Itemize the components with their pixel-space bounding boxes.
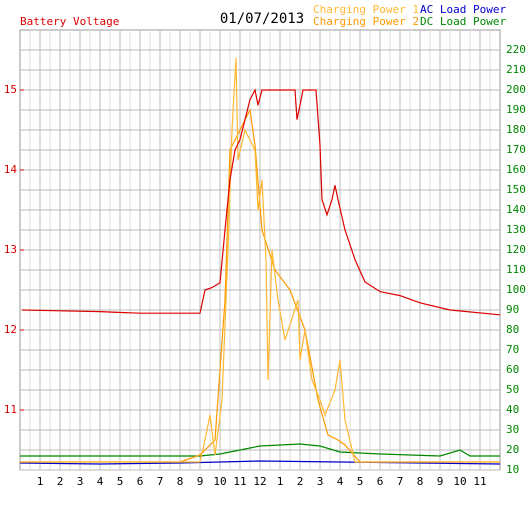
x-tick-label: 11 bbox=[473, 475, 486, 488]
y2-tick-label: 60 bbox=[506, 363, 519, 376]
y2-tick-label: 70 bbox=[506, 343, 519, 356]
x-tick-label: 4 bbox=[97, 475, 104, 488]
x-tick-label: 3 bbox=[77, 475, 84, 488]
x-tick-label: 9 bbox=[437, 475, 444, 488]
x-tick-label: 1 bbox=[37, 475, 44, 488]
y2-tick-label: 120 bbox=[506, 243, 526, 256]
x-tick-label: 3 bbox=[317, 475, 324, 488]
chart-title: Battery Voltage bbox=[20, 15, 119, 28]
y2-tick-label: 220 bbox=[506, 43, 526, 56]
y2-tick-label: 200 bbox=[506, 83, 526, 96]
x-tick-label: 7 bbox=[157, 475, 164, 488]
x-tick-label: 2 bbox=[297, 475, 304, 488]
legend-entry: DC Load Power bbox=[420, 15, 506, 28]
chart-date: 01/07/2013 bbox=[220, 11, 304, 27]
series-line bbox=[19, 460, 501, 465]
y2-tick-label: 170 bbox=[506, 143, 526, 156]
x-tick-label: 5 bbox=[117, 475, 124, 488]
legend-entry: Charging Power 1 bbox=[313, 3, 419, 16]
series-line bbox=[20, 443, 500, 457]
y2-tick-label: 150 bbox=[506, 183, 526, 196]
y2-tick-label: 20 bbox=[506, 443, 519, 456]
y2-tick-label: 40 bbox=[506, 403, 519, 416]
y-tick-label: 13 bbox=[4, 243, 17, 256]
y2-tick-label: 130 bbox=[506, 223, 526, 236]
x-tick-label: 12 bbox=[253, 475, 266, 488]
y2-tick-label: 180 bbox=[506, 123, 526, 136]
x-tick-label: 9 bbox=[197, 475, 204, 488]
x-tick-label: 8 bbox=[177, 475, 184, 488]
x-tick-label: 8 bbox=[417, 475, 424, 488]
series-line bbox=[20, 57, 500, 463]
y2-tick-label: 90 bbox=[506, 303, 519, 316]
x-tick-label: 6 bbox=[137, 475, 144, 488]
series-line bbox=[20, 108, 500, 463]
y2-tick-label: 110 bbox=[506, 263, 526, 276]
x-tick-label: 10 bbox=[213, 475, 226, 488]
y2-tick-label: 30 bbox=[506, 423, 519, 436]
legend-entry: Charging Power 2 bbox=[313, 15, 419, 28]
x-tick-label: 7 bbox=[397, 475, 404, 488]
x-tick-label: 4 bbox=[337, 475, 344, 488]
y2-tick-label: 80 bbox=[506, 323, 519, 336]
y-tick-label: 11 bbox=[4, 403, 17, 416]
y2-tick-label: 100 bbox=[506, 283, 526, 296]
series-line bbox=[21, 88, 501, 316]
x-tick-label: 5 bbox=[357, 475, 364, 488]
x-tick-label: 6 bbox=[377, 475, 384, 488]
x-tick-label: 10 bbox=[453, 475, 466, 488]
y2-tick-label: 190 bbox=[506, 103, 526, 116]
y2-tick-label: 50 bbox=[506, 383, 519, 396]
y2-tick-label: 140 bbox=[506, 203, 526, 216]
y2-tick-label: 160 bbox=[506, 163, 526, 176]
y-tick-label: 12 bbox=[4, 323, 17, 336]
y2-tick-label: 210 bbox=[506, 63, 526, 76]
y-tick-label: 14 bbox=[4, 163, 18, 176]
y2-tick-label: 10 bbox=[506, 463, 519, 476]
x-tick-label: 2 bbox=[57, 475, 64, 488]
x-tick-label: 11 bbox=[233, 475, 246, 488]
x-tick-label: 1 bbox=[277, 475, 284, 488]
legend-entry: AC Load Power bbox=[420, 3, 506, 16]
y-tick-label: 15 bbox=[4, 83, 17, 96]
